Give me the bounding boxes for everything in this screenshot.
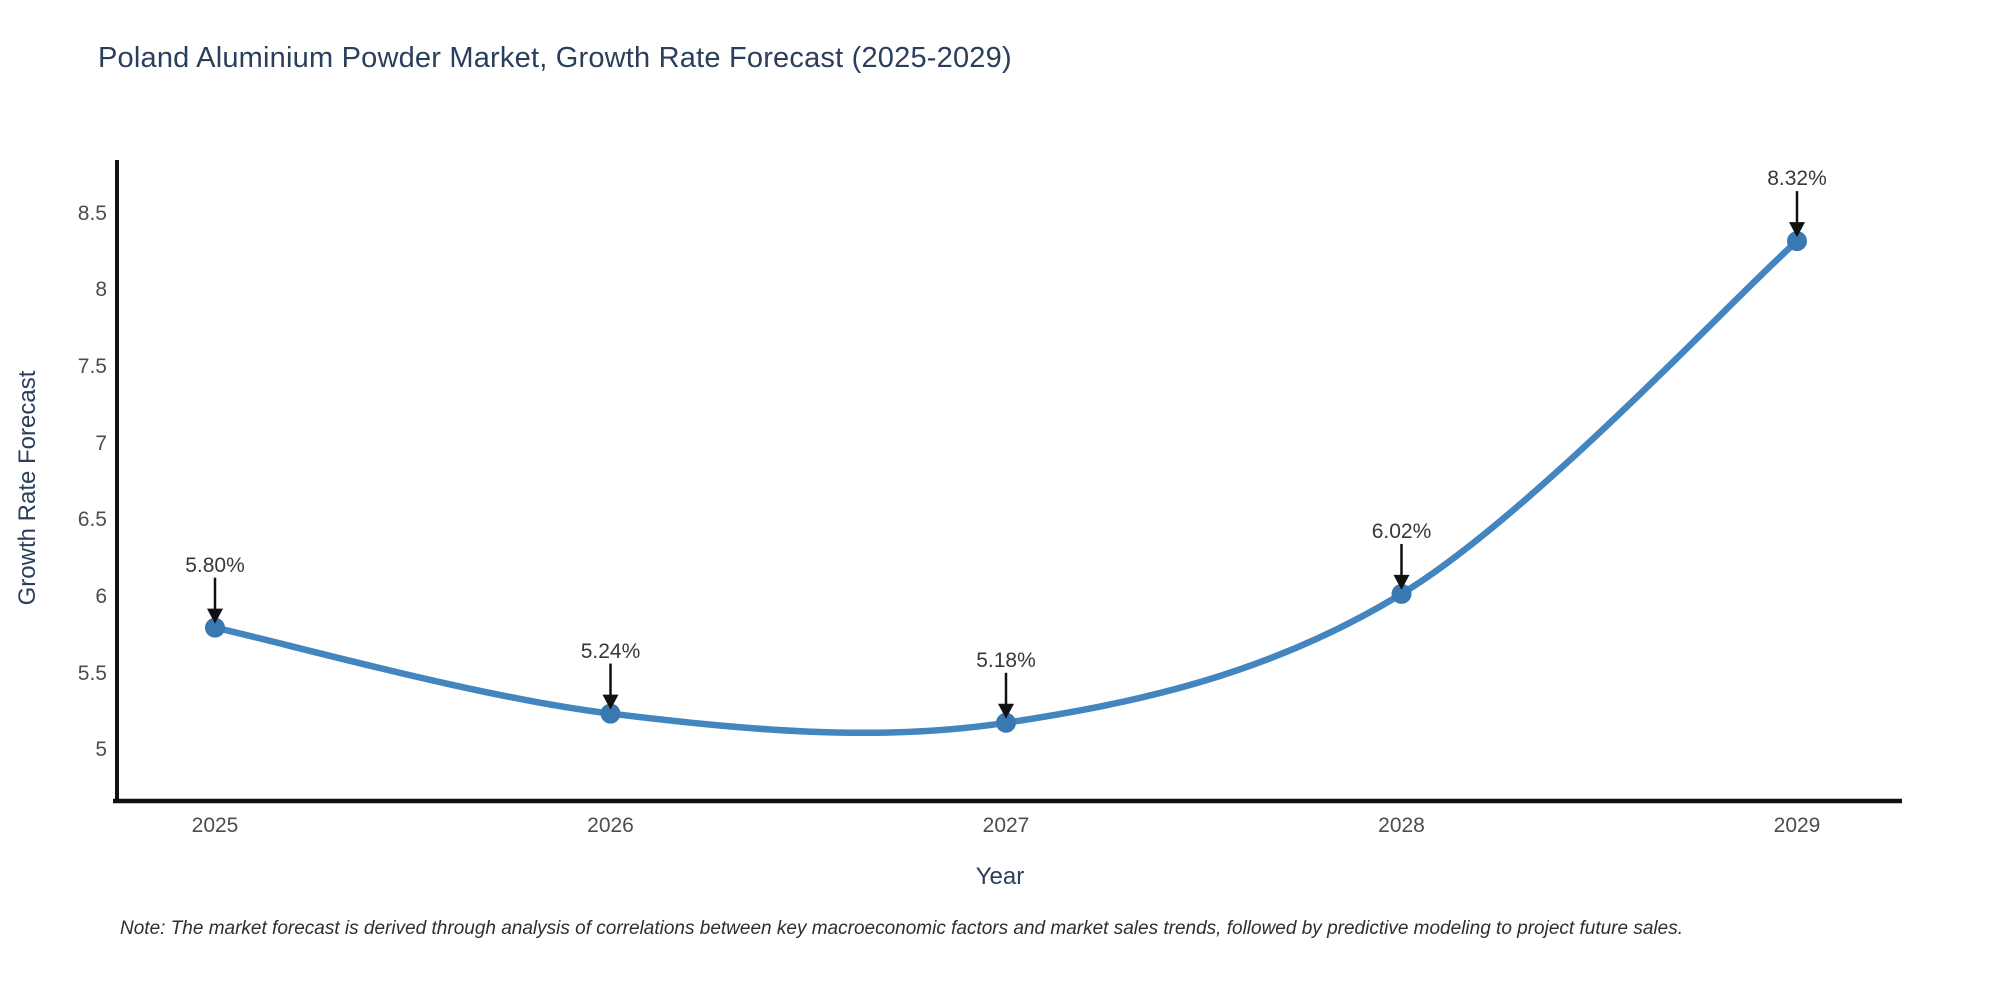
data-point-marker [600,703,621,724]
x-tick-label: 2025 [191,814,239,837]
annotation-arrow-head [1393,574,1410,590]
annotation-arrow-head [1789,222,1805,238]
point-value-label: 5.24% [580,639,641,663]
y-axis-title: Growth Rate Forecast [14,370,41,606]
y-tick-label: 6.5 [77,508,107,532]
x-tick-label: 2027 [982,814,1030,837]
point-value-label: 8.32% [1767,167,1827,191]
y-tick-label: 8 [95,278,107,302]
y-tick-label: 5 [95,738,107,762]
y-tick-label: 8.5 [77,201,107,225]
x-tick-label: 2028 [1378,814,1425,837]
y-tick-label: 7 [95,431,107,455]
data-point-marker [1391,583,1412,604]
data-point-marker [205,617,225,638]
footnote: Note: The market forecast is derived thr… [120,918,1683,939]
annotation-arrow-head [602,694,619,710]
y-tick-label: 7.5 [77,354,107,378]
y-tick-label: 6 [95,585,107,608]
point-value-label: 6.02% [1371,519,1432,543]
point-value-label: 5.18% [976,648,1036,672]
annotation-arrow-head [207,608,223,624]
x-tick-label: 2026 [587,814,634,837]
annotation-arrow-head [998,703,1014,719]
point-value-label: 5.80% [185,553,245,577]
y-tick-label: 5.5 [77,661,107,685]
chart-title: Poland Aluminium Powder Market, Growth R… [98,42,1012,74]
data-point-marker [996,712,1016,733]
forecast-line [211,237,1801,737]
x-tick-label: 2029 [1773,814,1821,837]
x-axis-title: Year [975,863,1025,890]
data-point-marker [1787,231,1807,252]
